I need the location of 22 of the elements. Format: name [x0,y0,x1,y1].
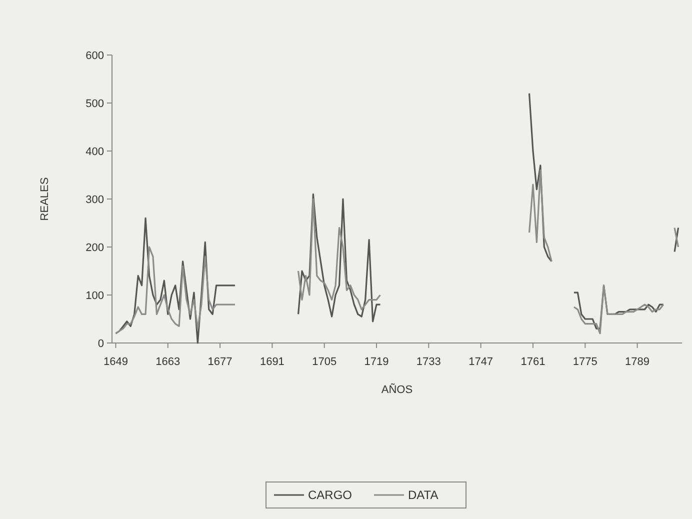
x-tick-label: 1747 [468,356,494,368]
legend-label: DATA [408,488,438,502]
x-tick-label: 1649 [103,356,128,368]
x-tick-label: 1775 [572,356,598,368]
x-tick-label: 1663 [156,356,180,368]
y-tick-label: 400 [86,146,104,158]
x-tick-label: 1761 [520,356,546,368]
x-tick-label: 1705 [312,356,337,368]
x-tick-label: 1733 [416,356,441,368]
legend-label: CARGO [308,488,352,502]
x-tick-label: 1789 [625,356,650,368]
y-tick-label: 200 [86,242,104,254]
y-axis-title: REALES [39,177,51,221]
x-tick-label: 1677 [208,356,232,368]
y-tick-label: 500 [86,98,104,110]
y-tick-label: 0 [98,338,104,350]
x-tick-label: 1691 [260,356,284,368]
y-tick-label: 100 [86,290,104,302]
y-tick-label: 300 [86,194,104,206]
x-axis-title: AÑOS [381,383,413,396]
x-tick-label: 1719 [364,356,389,368]
y-tick-label: 600 [86,50,104,62]
